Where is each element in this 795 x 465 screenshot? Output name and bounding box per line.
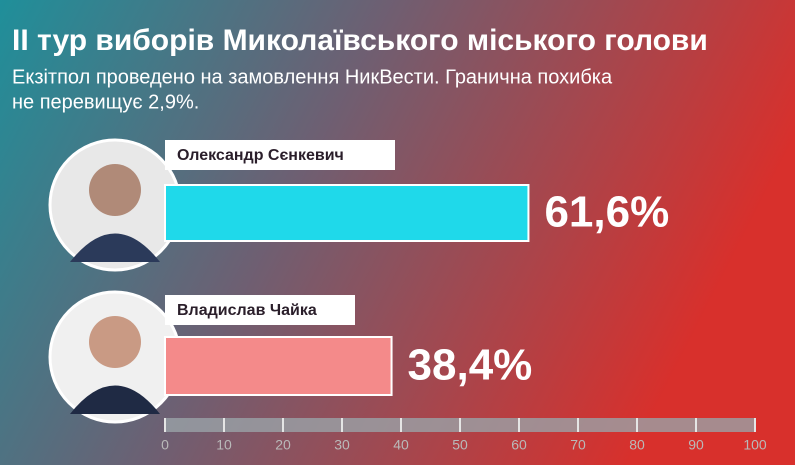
x-tick-label: 100	[743, 437, 767, 453]
subtitle: Екзітпол проведено на замовлення НикВест…	[12, 66, 613, 88]
value-label: 38,4%	[408, 341, 533, 390]
name-box	[165, 140, 395, 170]
x-tick-label: 30	[334, 437, 350, 453]
x-tick-label: 80	[629, 437, 645, 453]
category-label: Владислав Чайка	[177, 302, 317, 319]
x-tick-label: 50	[452, 437, 468, 453]
x-tick-label: 40	[393, 437, 409, 453]
bar	[164, 184, 530, 242]
x-tick-label: 60	[511, 437, 527, 453]
bar	[164, 336, 393, 396]
value-label: 61,6%	[544, 188, 669, 237]
photo-head	[89, 316, 141, 368]
photo-body	[70, 233, 160, 262]
x-tick-label: 90	[688, 437, 704, 453]
photo-body	[70, 385, 160, 414]
category-label: Олександр Сєнкевич	[177, 147, 344, 164]
x-tick-label: 20	[275, 437, 291, 453]
subtitle: не перевищує 2,9%.	[12, 91, 199, 113]
x-tick-label: 10	[216, 437, 232, 453]
name-box	[165, 295, 355, 325]
chart-title: ІІ тур виборів Миколаївського міського г…	[12, 24, 708, 57]
x-tick-label: 0	[161, 437, 169, 453]
photo-head	[89, 164, 141, 216]
x-tick-label: 70	[570, 437, 586, 453]
